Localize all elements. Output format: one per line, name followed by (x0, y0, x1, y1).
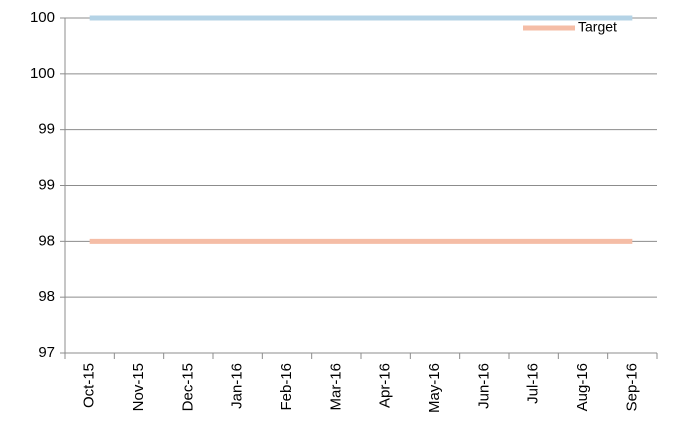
x-tick-label: Jan-16 (229, 363, 246, 409)
legend-label: Target (578, 19, 617, 35)
x-tick-label: Mar-16 (327, 363, 344, 411)
x-tick-label: May-16 (426, 363, 443, 413)
y-tick-label: 97 (38, 344, 55, 361)
x-tick-label: Sep-16 (623, 363, 640, 411)
x-tick-label: Jun-16 (475, 363, 492, 409)
x-tick-label: Dec-15 (179, 363, 196, 411)
y-tick-label: 100 (30, 65, 55, 82)
x-tick-label: Apr-16 (377, 363, 394, 408)
x-tick-label: Nov-15 (130, 363, 147, 411)
y-tick-label: 99 (38, 176, 55, 193)
x-tick-label: Aug-16 (574, 363, 591, 411)
y-tick-label: 100 (30, 9, 55, 26)
x-tick-label: Oct-15 (81, 363, 98, 408)
x-tick-label: Feb-16 (278, 363, 295, 411)
x-tick-label: Jul-16 (525, 363, 542, 404)
y-tick-label: 99 (38, 121, 55, 138)
y-tick-label: 98 (38, 288, 55, 305)
y-tick-label: 98 (38, 232, 55, 249)
